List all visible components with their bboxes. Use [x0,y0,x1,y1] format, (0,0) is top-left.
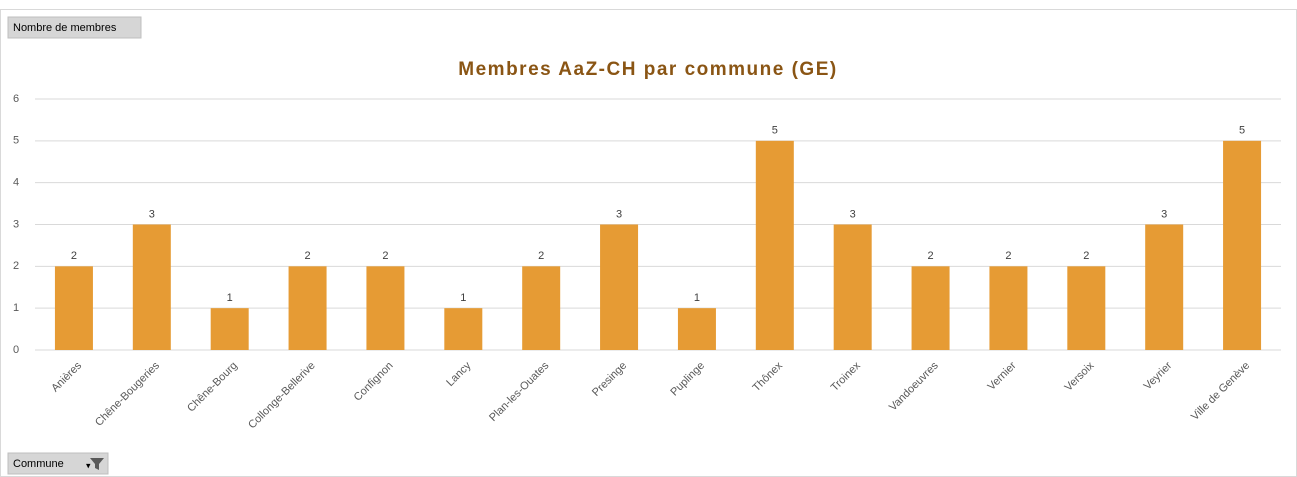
data-label: 1 [694,292,700,304]
dropdown-icon: ▾ [86,460,91,470]
data-label: 2 [1083,250,1089,262]
bar [600,224,639,350]
filter-icon [90,458,104,470]
data-label: 5 [772,125,778,137]
bar [833,224,872,350]
bar [1223,140,1262,350]
data-label: 3 [149,208,155,220]
data-label: 1 [460,292,466,304]
value-field-button[interactable] [7,16,142,39]
bar [444,308,483,350]
bar [911,266,950,350]
axis-field-button[interactable] [7,452,109,475]
bar [522,266,561,350]
bar [210,308,249,350]
data-label: 2 [382,250,388,262]
bar [132,224,171,350]
data-label: 2 [1005,250,1011,262]
bar [1067,266,1106,350]
data-label: 2 [538,250,544,262]
y-tick-label: 0 [13,344,19,356]
data-label: 2 [71,250,77,262]
y-tick-label: 4 [13,177,19,189]
chart-border [0,9,1297,477]
axis-field-label: Commune [13,458,64,470]
y-tick-label: 6 [13,93,19,105]
data-label: 3 [1161,208,1167,220]
chart-title: Membres AaZ-CH par commune (GE) [458,59,837,80]
value-field-label: Nombre de membres [13,22,117,34]
bar [989,266,1028,350]
data-label: 5 [1239,125,1245,137]
data-label: 2 [928,250,934,262]
bar [288,266,327,350]
bar [54,266,93,350]
data-label: 3 [850,208,856,220]
data-label: 3 [616,208,622,220]
data-label: 1 [227,292,233,304]
bar [1145,224,1184,350]
bar [366,266,405,350]
bar [755,140,794,350]
y-tick-label: 1 [13,302,19,314]
y-tick-label: 2 [13,260,19,272]
y-tick-label: 3 [13,218,19,230]
y-tick-label: 5 [13,135,19,147]
bar [677,308,716,350]
data-label: 2 [305,250,311,262]
